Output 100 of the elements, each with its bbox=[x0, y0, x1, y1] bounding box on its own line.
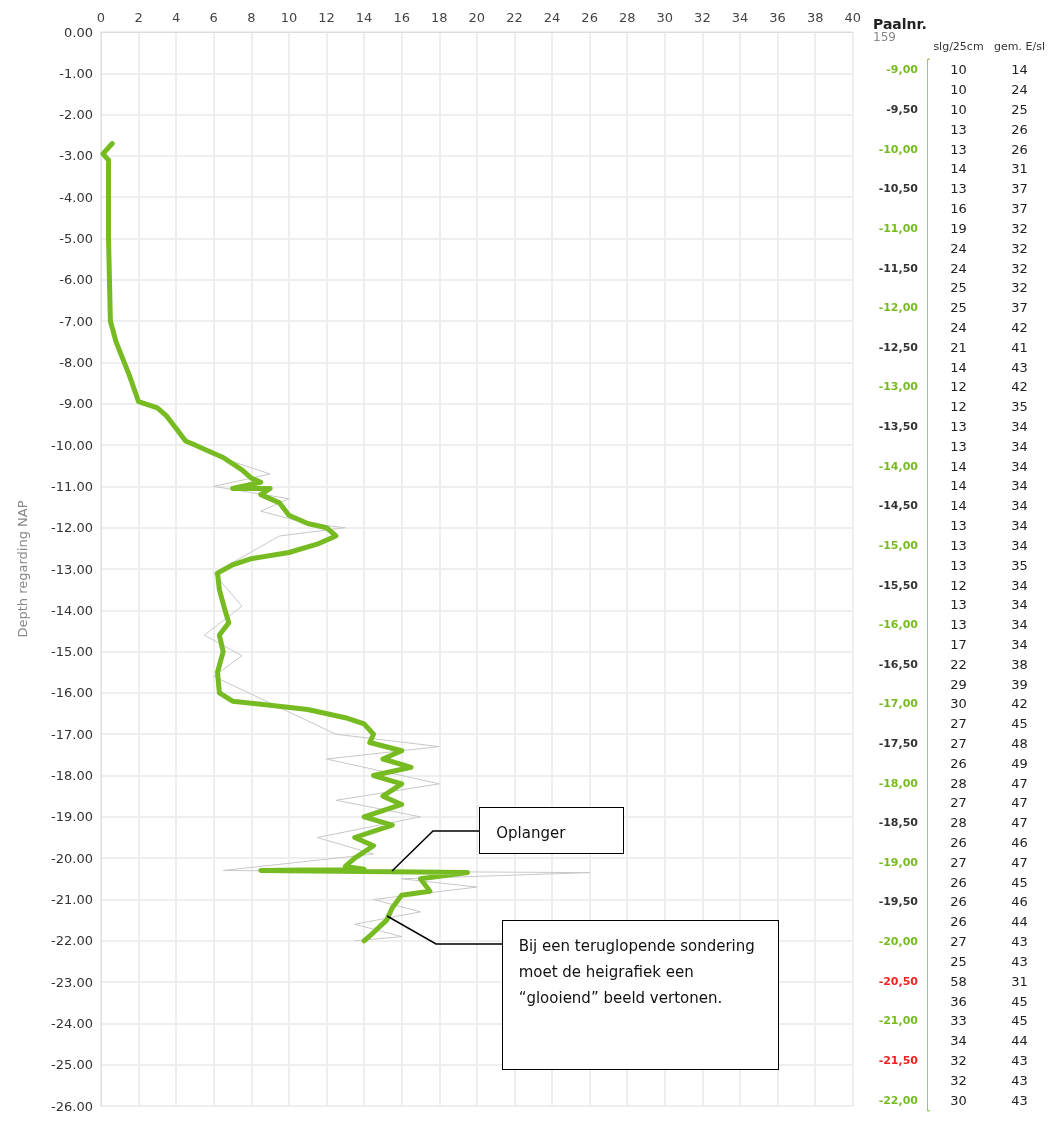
data-label: 39 bbox=[1011, 676, 1028, 692]
data-label: 44 bbox=[1011, 1033, 1028, 1049]
data-label: 12 bbox=[950, 379, 967, 395]
data-label: 12 bbox=[950, 577, 967, 593]
y-tick-label: -5.00 bbox=[59, 231, 93, 247]
data-label: 21 bbox=[950, 339, 967, 355]
y-tick-label: -12,50 bbox=[878, 340, 919, 354]
data-label: 32 bbox=[1011, 220, 1028, 236]
data-label: 13 bbox=[950, 181, 967, 197]
x-tick-label: 10 bbox=[280, 10, 298, 25]
data-label: 44 bbox=[1011, 914, 1028, 930]
data-label: 16 bbox=[950, 201, 967, 217]
data-label: 13 bbox=[950, 438, 967, 454]
y-tick-label: -15,00 bbox=[878, 538, 919, 552]
data-label: 29 bbox=[950, 676, 967, 692]
data-label: 37 bbox=[1011, 201, 1028, 217]
data-label: 32 bbox=[1011, 240, 1028, 256]
chart-subtitle: 159 bbox=[873, 30, 896, 44]
data-label: 43 bbox=[1011, 359, 1028, 375]
y-tick-label: -13,00 bbox=[878, 380, 919, 394]
data-label: 32 bbox=[950, 1052, 967, 1068]
data-label: 24 bbox=[950, 319, 967, 335]
y-tick-label: -14,50 bbox=[878, 499, 919, 513]
data-label: 43 bbox=[1011, 953, 1028, 969]
data-label: 43 bbox=[1011, 1052, 1028, 1068]
x-tick-label: 18 bbox=[431, 10, 448, 25]
data-label: 25 bbox=[950, 953, 967, 969]
data-label: 43 bbox=[1011, 1072, 1028, 1088]
y-tick-label: -8.00 bbox=[59, 354, 93, 370]
x-tick-label: 38 bbox=[806, 10, 824, 25]
data-label: 22 bbox=[950, 656, 967, 672]
y-tick-label: -11,00 bbox=[878, 221, 919, 235]
y-tick-label: -12.00 bbox=[51, 520, 93, 536]
data-label: 26 bbox=[950, 874, 967, 890]
data-label: 43 bbox=[1011, 934, 1028, 950]
data-label: 30 bbox=[950, 696, 967, 712]
data-label: 10 bbox=[950, 102, 967, 118]
x-tick-label: 0 bbox=[96, 10, 106, 25]
data-label: 41 bbox=[1011, 339, 1028, 355]
y-tick-label: -22,00 bbox=[878, 1093, 919, 1107]
data-label: 14 bbox=[950, 359, 967, 375]
data-label: 34 bbox=[1011, 419, 1028, 435]
data-label: 35 bbox=[1011, 399, 1028, 415]
x-tick-label: slg/25cm bbox=[933, 40, 984, 53]
y-tick-label: -15,50 bbox=[878, 578, 919, 592]
data-label: 12 bbox=[950, 399, 967, 415]
data-label: 34 bbox=[1011, 636, 1028, 652]
data-label: 34 bbox=[1011, 597, 1028, 613]
y-tick-label: -9,00 bbox=[886, 63, 919, 77]
y-tick-label: -17,00 bbox=[878, 697, 919, 711]
data-label: 25 bbox=[1011, 102, 1028, 118]
data-label: 37 bbox=[1011, 300, 1028, 316]
data-label: 24 bbox=[1011, 82, 1028, 98]
x-tick-label: 16 bbox=[393, 10, 410, 25]
data-label: 34 bbox=[1011, 577, 1028, 593]
y-tick-label: -10,50 bbox=[878, 182, 919, 196]
data-label: 10 bbox=[950, 62, 967, 78]
y-tick-label: -21,50 bbox=[878, 1053, 919, 1067]
y-tick-label: -23.00 bbox=[51, 974, 93, 990]
y-tick-label: -15.00 bbox=[51, 644, 93, 660]
y-tick-label: -11,50 bbox=[878, 261, 919, 275]
y-tick-label: -14.00 bbox=[51, 602, 93, 618]
data-label: 42 bbox=[1011, 696, 1028, 712]
chart-title: Paalnr. bbox=[873, 16, 927, 32]
data-label: 47 bbox=[1011, 775, 1028, 791]
y-tick-label: -10,00 bbox=[878, 142, 919, 156]
data-label: 26 bbox=[950, 835, 967, 851]
data-label: 47 bbox=[1011, 815, 1028, 831]
y-tick-label: -19.00 bbox=[51, 809, 93, 825]
data-label: 13 bbox=[950, 518, 967, 534]
y-tick-label: -21.00 bbox=[51, 891, 93, 907]
data-label: 13 bbox=[950, 141, 967, 157]
data-label: 28 bbox=[950, 815, 967, 831]
data-label: 13 bbox=[950, 597, 967, 613]
data-label: 45 bbox=[1011, 716, 1028, 732]
y-tick-label: -16,00 bbox=[878, 618, 919, 632]
data-label: 34 bbox=[1011, 478, 1028, 494]
data-label: 14 bbox=[950, 498, 967, 514]
y-tick-label: -11.00 bbox=[51, 478, 93, 494]
y-tick-label: -22.00 bbox=[51, 933, 93, 949]
data-label: 13 bbox=[950, 121, 967, 137]
data-label: 38 bbox=[1011, 656, 1028, 672]
data-label: 31 bbox=[1011, 161, 1028, 177]
data-label: 43 bbox=[1011, 1092, 1028, 1108]
y-tick-label: -17,50 bbox=[878, 736, 919, 750]
data-label: 25 bbox=[950, 300, 967, 316]
data-label: 36 bbox=[950, 993, 967, 1009]
data-label: 47 bbox=[1011, 854, 1028, 870]
data-label: 45 bbox=[1011, 1013, 1028, 1029]
data-label: 32 bbox=[950, 1072, 967, 1088]
data-label: 35 bbox=[1011, 557, 1028, 573]
data-label: 27 bbox=[950, 716, 967, 732]
data-label: 26 bbox=[950, 914, 967, 930]
y-tick-label: -16.00 bbox=[51, 685, 93, 701]
x-tick-label: 24 bbox=[543, 10, 561, 25]
y-tick-label: -21,00 bbox=[878, 1014, 919, 1028]
data-label: 58 bbox=[950, 973, 967, 989]
data-label: 48 bbox=[1011, 735, 1028, 751]
x-tick-label: 22 bbox=[506, 10, 523, 25]
data-label: 24 bbox=[950, 240, 967, 256]
